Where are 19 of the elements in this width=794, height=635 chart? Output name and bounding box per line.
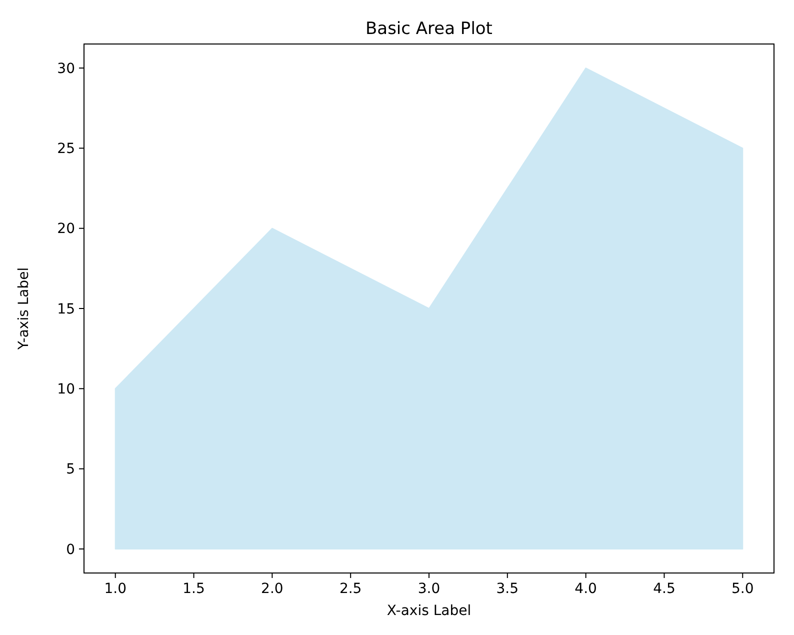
x-tick-label: 2.5 [339, 581, 362, 597]
y-axis-title: Y-axis Label [16, 267, 32, 351]
chart-title: Basic Area Plot [366, 19, 493, 39]
x-tick-label: 3.0 [418, 581, 440, 597]
y-tick-label: 0 [66, 542, 75, 558]
y-tick-label: 15 [57, 301, 75, 318]
y-tick-label: 30 [57, 60, 75, 77]
x-axis-title: X-axis Label [386, 603, 472, 619]
y-tick-label: 10 [57, 382, 75, 398]
x-tick-label: 5.0 [732, 581, 754, 597]
y-tick-label: 20 [57, 221, 75, 238]
x-tick-label: 2.0 [261, 581, 284, 597]
x-tick-label: 4.0 [574, 581, 597, 597]
y-tick-label: 25 [57, 141, 75, 158]
x-tick-label: 1.5 [182, 581, 205, 597]
x-tick-label: 1.0 [104, 581, 126, 597]
y-tick-label: 5 [66, 462, 75, 478]
x-tick-label: 4.5 [653, 581, 676, 597]
x-tick-label: 3.5 [496, 581, 519, 597]
